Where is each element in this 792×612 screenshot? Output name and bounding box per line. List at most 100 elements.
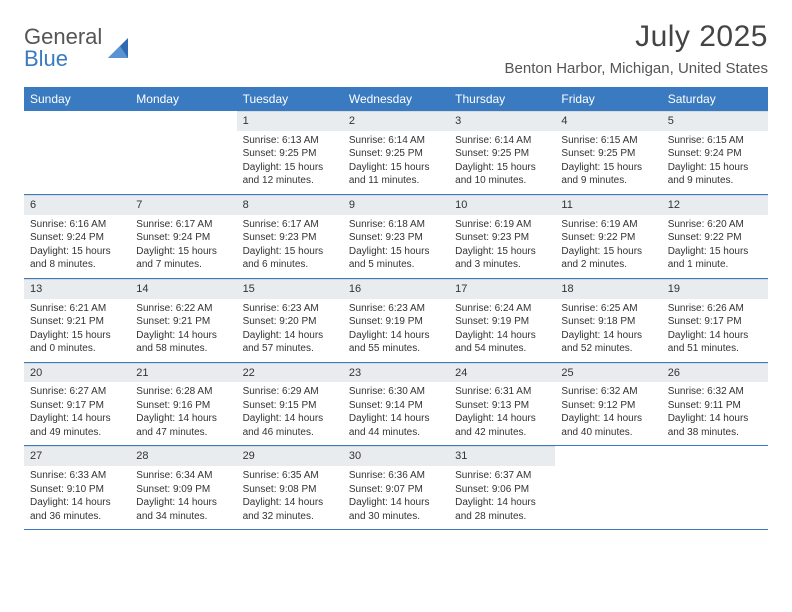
day-number: 18 [555, 279, 661, 299]
day-details: Sunrise: 6:21 AMSunset: 9:21 PMDaylight:… [24, 299, 130, 362]
sunrise-text: Sunrise: 6:15 AM [561, 134, 655, 148]
sunrise-text: Sunrise: 6:21 AM [30, 302, 124, 316]
sunset-text: Sunset: 9:17 PM [668, 315, 762, 329]
sunrise-text: Sunrise: 6:23 AM [243, 302, 337, 316]
daylight-text: Daylight: 15 hours [30, 245, 124, 259]
day-number: 16 [343, 279, 449, 299]
day-number: 12 [662, 195, 768, 215]
daylight-text: Daylight: 15 hours [243, 161, 337, 175]
day-cell: 17Sunrise: 6:24 AMSunset: 9:19 PMDayligh… [449, 279, 555, 362]
daylight-text: Daylight: 15 hours [668, 245, 762, 259]
day-number: 21 [130, 363, 236, 383]
sunrise-text: Sunrise: 6:19 AM [561, 218, 655, 232]
location-text: Benton Harbor, Michigan, United States [505, 60, 768, 77]
day-cell: 12Sunrise: 6:20 AMSunset: 9:22 PMDayligh… [662, 195, 768, 278]
day-number: 10 [449, 195, 555, 215]
sunset-text: Sunset: 9:17 PM [30, 399, 124, 413]
day-details: Sunrise: 6:15 AMSunset: 9:25 PMDaylight:… [555, 131, 661, 194]
daylight-text: and 28 minutes. [455, 510, 549, 524]
sunset-text: Sunset: 9:23 PM [349, 231, 443, 245]
sunrise-text: Sunrise: 6:37 AM [455, 469, 549, 483]
sunrise-text: Sunrise: 6:23 AM [349, 302, 443, 316]
day-details: Sunrise: 6:20 AMSunset: 9:22 PMDaylight:… [662, 215, 768, 278]
day-cell: 9Sunrise: 6:18 AMSunset: 9:23 PMDaylight… [343, 195, 449, 278]
sunset-text: Sunset: 9:21 PM [30, 315, 124, 329]
weekday-header: Saturday [662, 87, 768, 111]
day-number: 1 [237, 111, 343, 131]
day-cell [24, 111, 130, 194]
week-row: 13Sunrise: 6:21 AMSunset: 9:21 PMDayligh… [24, 279, 768, 363]
daylight-text: and 47 minutes. [136, 426, 230, 440]
day-cell: 16Sunrise: 6:23 AMSunset: 9:19 PMDayligh… [343, 279, 449, 362]
day-cell: 22Sunrise: 6:29 AMSunset: 9:15 PMDayligh… [237, 363, 343, 446]
daylight-text: and 54 minutes. [455, 342, 549, 356]
day-number: 9 [343, 195, 449, 215]
day-number: 11 [555, 195, 661, 215]
day-cell: 18Sunrise: 6:25 AMSunset: 9:18 PMDayligh… [555, 279, 661, 362]
daylight-text: Daylight: 14 hours [243, 496, 337, 510]
sunset-text: Sunset: 9:23 PM [455, 231, 549, 245]
day-cell: 7Sunrise: 6:17 AMSunset: 9:24 PMDaylight… [130, 195, 236, 278]
day-cell: 31Sunrise: 6:37 AMSunset: 9:06 PMDayligh… [449, 446, 555, 529]
day-details: Sunrise: 6:19 AMSunset: 9:23 PMDaylight:… [449, 215, 555, 278]
weeks-grid: 1Sunrise: 6:13 AMSunset: 9:25 PMDaylight… [24, 111, 768, 530]
sunrise-text: Sunrise: 6:27 AM [30, 385, 124, 399]
day-details: Sunrise: 6:14 AMSunset: 9:25 PMDaylight:… [449, 131, 555, 194]
header: General Blue July 2025 Benton Harbor, Mi… [24, 20, 768, 77]
daylight-text: Daylight: 14 hours [136, 496, 230, 510]
daylight-text: Daylight: 14 hours [30, 412, 124, 426]
day-details: Sunrise: 6:18 AMSunset: 9:23 PMDaylight:… [343, 215, 449, 278]
day-details: Sunrise: 6:17 AMSunset: 9:24 PMDaylight:… [130, 215, 236, 278]
day-cell: 4Sunrise: 6:15 AMSunset: 9:25 PMDaylight… [555, 111, 661, 194]
sunrise-text: Sunrise: 6:28 AM [136, 385, 230, 399]
sunset-text: Sunset: 9:24 PM [136, 231, 230, 245]
sunset-text: Sunset: 9:25 PM [455, 147, 549, 161]
day-cell: 24Sunrise: 6:31 AMSunset: 9:13 PMDayligh… [449, 363, 555, 446]
sunrise-text: Sunrise: 6:33 AM [30, 469, 124, 483]
sunset-text: Sunset: 9:11 PM [668, 399, 762, 413]
brand-sail-icon [106, 34, 132, 62]
daylight-text: Daylight: 14 hours [243, 412, 337, 426]
day-number: 20 [24, 363, 130, 383]
day-cell: 21Sunrise: 6:28 AMSunset: 9:16 PMDayligh… [130, 363, 236, 446]
day-cell: 26Sunrise: 6:32 AMSunset: 9:11 PMDayligh… [662, 363, 768, 446]
week-row: 27Sunrise: 6:33 AMSunset: 9:10 PMDayligh… [24, 446, 768, 530]
sunset-text: Sunset: 9:06 PM [455, 483, 549, 497]
day-cell: 10Sunrise: 6:19 AMSunset: 9:23 PMDayligh… [449, 195, 555, 278]
day-cell: 15Sunrise: 6:23 AMSunset: 9:20 PMDayligh… [237, 279, 343, 362]
daylight-text: Daylight: 14 hours [243, 329, 337, 343]
title-block: July 2025 Benton Harbor, Michigan, Unite… [505, 20, 768, 77]
daylight-text: Daylight: 15 hours [30, 329, 124, 343]
day-number: 2 [343, 111, 449, 131]
day-number: 7 [130, 195, 236, 215]
weekday-header: Tuesday [237, 87, 343, 111]
sunset-text: Sunset: 9:13 PM [455, 399, 549, 413]
page: General Blue July 2025 Benton Harbor, Mi… [0, 0, 792, 550]
weekday-header: Thursday [449, 87, 555, 111]
daylight-text: and 7 minutes. [136, 258, 230, 272]
day-details: Sunrise: 6:28 AMSunset: 9:16 PMDaylight:… [130, 382, 236, 445]
day-details: Sunrise: 6:33 AMSunset: 9:10 PMDaylight:… [24, 466, 130, 529]
day-number: 22 [237, 363, 343, 383]
daylight-text: Daylight: 15 hours [561, 161, 655, 175]
sunrise-text: Sunrise: 6:17 AM [243, 218, 337, 232]
day-number: 3 [449, 111, 555, 131]
day-cell: 5Sunrise: 6:15 AMSunset: 9:24 PMDaylight… [662, 111, 768, 194]
day-details: Sunrise: 6:13 AMSunset: 9:25 PMDaylight:… [237, 131, 343, 194]
day-number: 4 [555, 111, 661, 131]
day-cell: 13Sunrise: 6:21 AMSunset: 9:21 PMDayligh… [24, 279, 130, 362]
day-cell [555, 446, 661, 529]
day-cell: 20 Sunrise: 6:27 AMSunset: 9:17 PMDayligh… [24, 363, 130, 446]
day-details: Sunrise: 6:32 AMSunset: 9:12 PMDaylight:… [555, 382, 661, 445]
day-details: Sunrise: 6:22 AMSunset: 9:21 PMDaylight:… [130, 299, 236, 362]
daylight-text: Daylight: 14 hours [136, 412, 230, 426]
day-number: 15 [237, 279, 343, 299]
sunrise-text: Sunrise: 6:31 AM [455, 385, 549, 399]
sunrise-text: Sunrise: 6:34 AM [136, 469, 230, 483]
daylight-text: Daylight: 15 hours [349, 161, 443, 175]
day-details: Sunrise: 6:34 AMSunset: 9:09 PMDaylight:… [130, 466, 236, 529]
sunset-text: Sunset: 9:14 PM [349, 399, 443, 413]
week-row: 1Sunrise: 6:13 AMSunset: 9:25 PMDaylight… [24, 111, 768, 195]
daylight-text: and 44 minutes. [349, 426, 443, 440]
day-cell: 1Sunrise: 6:13 AMSunset: 9:25 PMDaylight… [237, 111, 343, 194]
